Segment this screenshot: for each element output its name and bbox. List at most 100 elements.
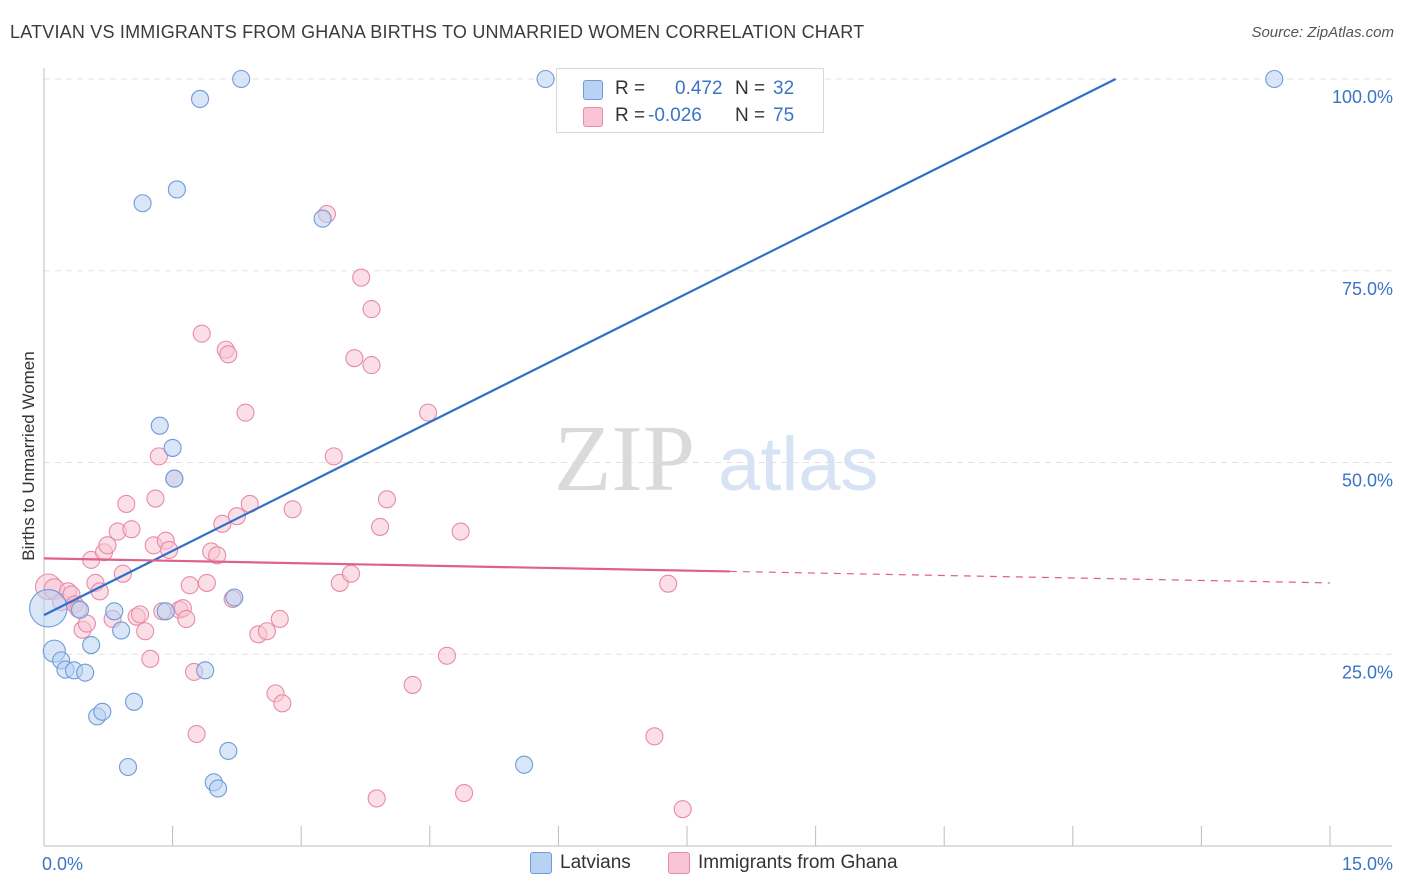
r-label: R = [615,105,646,126]
ghana-point [117,494,136,513]
ghana-trend-line [43,557,730,573]
pink-swatch [668,852,690,874]
x-tick-label: 0.0% [42,854,83,874]
ghana-point [270,609,289,629]
ghana-point [367,789,386,808]
latvian-point [196,661,215,680]
ghana-point [283,500,302,519]
ghana-point [130,605,150,624]
latvian-point [208,779,228,798]
latvian-points [29,69,1284,798]
latvian-point [93,702,112,721]
latvian-point [536,69,555,89]
latvian-point [150,416,169,435]
x-tick-labels: 0.0% 15.0% [42,854,1393,874]
y-tick-label: 50.0% [1342,471,1393,491]
latvian-point [515,755,534,774]
y-tick-labels: 25.0% 50.0% 75.0% 100.0% [1332,87,1393,682]
ghana-point [341,564,360,583]
ghana-point [192,324,211,343]
y-tick-label: 75.0% [1342,279,1393,299]
ghana-point [273,694,292,713]
latvian-point [70,600,90,619]
latvian-point [190,89,210,108]
latvian-point [29,588,68,628]
latvian-point [1265,69,1284,89]
ghana-point [455,784,474,803]
y-axis-label: Births to Unmarried Women [19,351,38,560]
y-tick-label: 25.0% [1342,662,1393,682]
legend-label: Latvians [560,852,631,873]
latvian-point [232,69,251,89]
latvian-point [105,602,124,621]
pink-swatch [583,107,603,127]
ghana-point [377,490,396,509]
ghana-point [149,447,168,466]
ghana-point [437,646,456,665]
legend-item-ghana[interactable]: Immigrants from Ghana [668,851,928,877]
latvian-point [133,194,152,213]
ghana-point [345,349,364,368]
ghana-point [180,576,199,595]
latvian-point [76,663,95,682]
ghana-point [98,536,117,555]
stats-row-latvians: R = 0.472 N = 32 [557,74,823,100]
ghana-point [659,574,678,593]
ghana-point [208,546,227,565]
r-label: R = [615,78,646,99]
n-value: 32 [773,78,795,99]
grid-lines [44,78,1392,655]
ghana-point [236,403,255,422]
latvian-point [112,621,131,640]
axes [43,68,1392,847]
latvian-point [225,588,244,607]
ghana-point [673,800,692,819]
stats-row-ghana: R = -0.026 N = 75 [557,101,823,127]
stats-legend-box: R = 0.472 N = 32 R = -0.026 N = 75 [556,68,824,133]
trend-lines [43,78,1331,617]
ghana-points [34,204,692,819]
ghana-point [362,356,381,375]
latvian-trend-line [43,78,1117,617]
legend-item-latvians[interactable]: Latvians [530,851,650,877]
chart-title: LATVIAN VS IMMIGRANTS FROM GHANA BIRTHS … [10,22,865,42]
ghana-point [352,268,371,287]
latvian-point [156,602,175,621]
legend-label: Immigrants from Ghana [698,852,898,873]
r-value: 0.472 [675,78,723,99]
watermark: ZIP atlas [554,407,879,511]
latvian-point [124,692,144,711]
n-value: 75 [773,105,795,126]
ghana-point [219,345,238,364]
ghana-point [371,517,390,536]
latvian-point [313,209,332,228]
ghana-point [177,609,196,629]
ghana-point [197,573,216,592]
latvian-point [82,635,101,655]
latvian-point [219,741,238,760]
watermark-zip: ZIP [554,407,695,511]
latvian-point [165,469,184,488]
ghana-point [451,522,470,541]
ghana-point [403,675,422,694]
y-tick-label: 100.0% [1332,87,1393,107]
latvian-point [118,757,138,777]
x-tick-label: 15.0% [1342,854,1393,874]
ghana-point [122,520,141,539]
source-label: Source: ZipAtlas.com [1251,24,1394,41]
ghana-point [362,300,381,319]
ghana-trend-extension [729,570,1331,584]
ghana-point [324,447,343,466]
n-label: N = [735,105,766,126]
ghana-point [419,403,438,422]
blue-swatch [583,80,603,100]
ghana-point [187,724,206,744]
blue-swatch [530,852,552,874]
n-label: N = [735,78,766,99]
r-value: -0.026 [648,105,702,126]
ghana-point [645,727,664,746]
ghana-point [146,489,165,508]
ghana-point [257,622,276,641]
watermark-atlas: atlas [718,422,879,507]
